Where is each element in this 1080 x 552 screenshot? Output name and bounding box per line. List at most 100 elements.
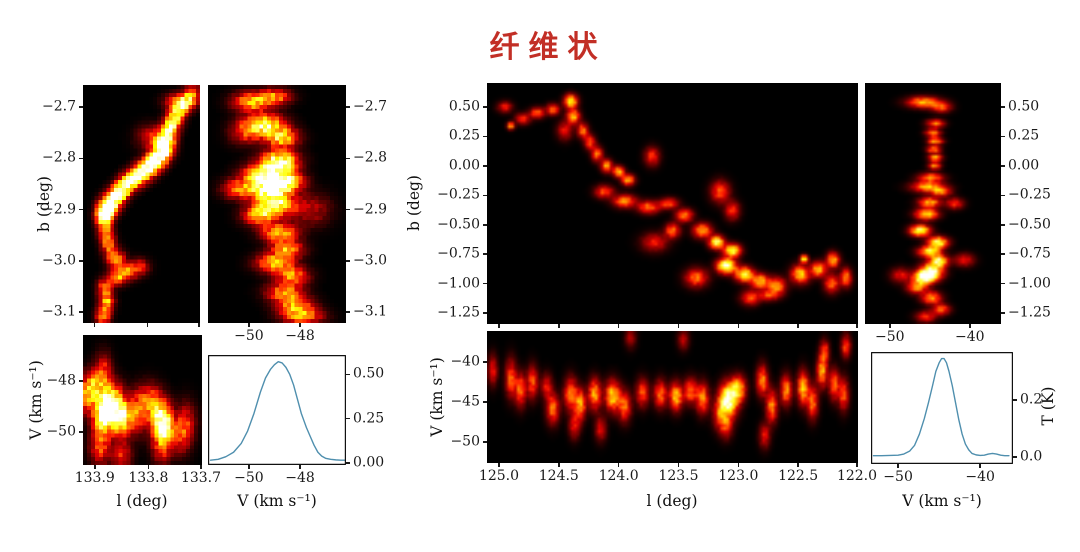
- tick-label: −2.8: [42, 149, 76, 166]
- tick-mark: [79, 380, 83, 382]
- left-spectrum-canvas: [208, 355, 346, 465]
- tick-mark: [483, 224, 487, 226]
- tick-label: −0.75: [1008, 245, 1051, 262]
- right-map-vb-canvas: [865, 83, 1001, 324]
- tick-mark: [299, 323, 301, 327]
- tick-label: −50: [234, 470, 264, 486]
- left-spectrum-x-label: V (km s⁻¹): [237, 492, 317, 510]
- tick-mark: [737, 324, 740, 328]
- tick-mark: [79, 260, 83, 262]
- tick-mark: [79, 431, 83, 433]
- tick-label: 0.25: [1008, 127, 1040, 144]
- tick-mark: [969, 324, 971, 328]
- tick-label: 0.50: [353, 365, 385, 382]
- tick-label: −48: [285, 328, 315, 344]
- tick-mark: [346, 462, 350, 464]
- tick-label: 0.50: [1008, 98, 1040, 115]
- right-b-axis-label: b (deg): [405, 175, 423, 231]
- tick-mark: [889, 324, 891, 328]
- right-spectrum-canvas: [871, 352, 1013, 464]
- tick-mark: [346, 417, 350, 420]
- tick-mark: [483, 106, 487, 108]
- tick-label: −2.7: [42, 98, 76, 115]
- tick-mark: [856, 324, 858, 328]
- tick-label: 124.5: [538, 468, 579, 484]
- right-map-lv: [487, 331, 858, 463]
- tick-label: −40: [450, 353, 480, 370]
- tick-mark: [248, 323, 250, 327]
- tick-label: −50: [234, 328, 264, 344]
- tick-mark: [617, 463, 620, 467]
- tick-label: 122.5: [778, 468, 819, 484]
- tick-mark: [483, 441, 487, 443]
- tick-mark: [1001, 312, 1005, 314]
- tick-label: −2.9: [353, 201, 387, 218]
- tick-mark: [146, 323, 149, 327]
- right-spectrum-x-label: V (km s⁻¹): [902, 492, 982, 510]
- tick-mark: [483, 401, 487, 403]
- left-map-vb-canvas: [208, 85, 346, 323]
- right-map-vb: [865, 83, 1001, 324]
- tick-label: −3.0: [353, 252, 387, 269]
- tick-mark: [677, 463, 680, 467]
- tick-mark: [1001, 165, 1005, 167]
- right-v-axis-label: V (km s⁻¹): [428, 357, 446, 437]
- tick-mark: [346, 157, 350, 160]
- tick-label: 124.0: [598, 468, 639, 484]
- tick-mark: [1001, 282, 1005, 285]
- tick-mark: [483, 135, 487, 138]
- figure-title: 纤维状: [489, 30, 607, 65]
- tick-mark: [737, 463, 740, 467]
- tick-label: −40: [955, 329, 985, 345]
- tick-mark: [1001, 135, 1005, 138]
- tick-mark: [797, 463, 799, 467]
- tick-label: −50: [875, 329, 905, 345]
- tick-label: 0.25: [448, 127, 480, 144]
- tick-label: −50: [883, 469, 913, 485]
- tick-label: −50: [450, 433, 480, 450]
- tick-label: 122.0: [836, 468, 878, 484]
- tick-mark: [94, 465, 96, 469]
- tick-mark: [1001, 253, 1005, 255]
- tick-mark: [346, 260, 350, 262]
- tick-mark: [79, 106, 83, 108]
- tick-mark: [346, 373, 350, 376]
- tick-mark: [617, 324, 620, 328]
- tick-mark: [1001, 106, 1005, 108]
- tick-label: 133.7: [180, 470, 222, 486]
- left-map-lv: [83, 335, 202, 465]
- tick-label: −0.25: [1008, 186, 1051, 203]
- tick-label: −48: [46, 372, 76, 389]
- tick-mark: [79, 311, 83, 313]
- tick-label: 125.0: [478, 468, 519, 484]
- tick-label: −1.25: [437, 304, 480, 321]
- left-map-lb-canvas: [83, 85, 200, 323]
- tick-mark: [200, 465, 202, 469]
- tick-mark: [198, 323, 200, 327]
- tick-mark: [483, 312, 487, 314]
- left-l-axis-label: l (deg): [116, 492, 168, 510]
- tick-label: −48: [285, 470, 315, 486]
- tick-mark: [147, 465, 150, 469]
- tick-mark: [346, 106, 350, 108]
- tick-label: 123.5: [658, 468, 699, 484]
- tick-mark: [1001, 224, 1005, 226]
- tick-mark: [558, 463, 560, 467]
- tick-mark: [93, 323, 96, 327]
- tick-label: −3.1: [42, 303, 76, 320]
- tick-mark: [498, 324, 500, 328]
- tick-mark: [483, 165, 487, 167]
- tick-mark: [558, 324, 560, 328]
- tick-label: −1.00: [1008, 275, 1051, 292]
- tick-mark: [677, 324, 680, 328]
- right-map-lb: [487, 83, 858, 324]
- right-map-lb-canvas: [487, 83, 858, 324]
- right-spectrum: [871, 352, 1013, 464]
- tick-mark: [979, 464, 981, 468]
- tick-label: −2.7: [353, 98, 387, 115]
- tick-label: −1.00: [437, 275, 480, 292]
- tick-label: −0.50: [437, 216, 480, 233]
- tick-mark: [1013, 399, 1017, 401]
- tick-mark: [1001, 194, 1005, 197]
- tick-label: −40: [965, 469, 995, 485]
